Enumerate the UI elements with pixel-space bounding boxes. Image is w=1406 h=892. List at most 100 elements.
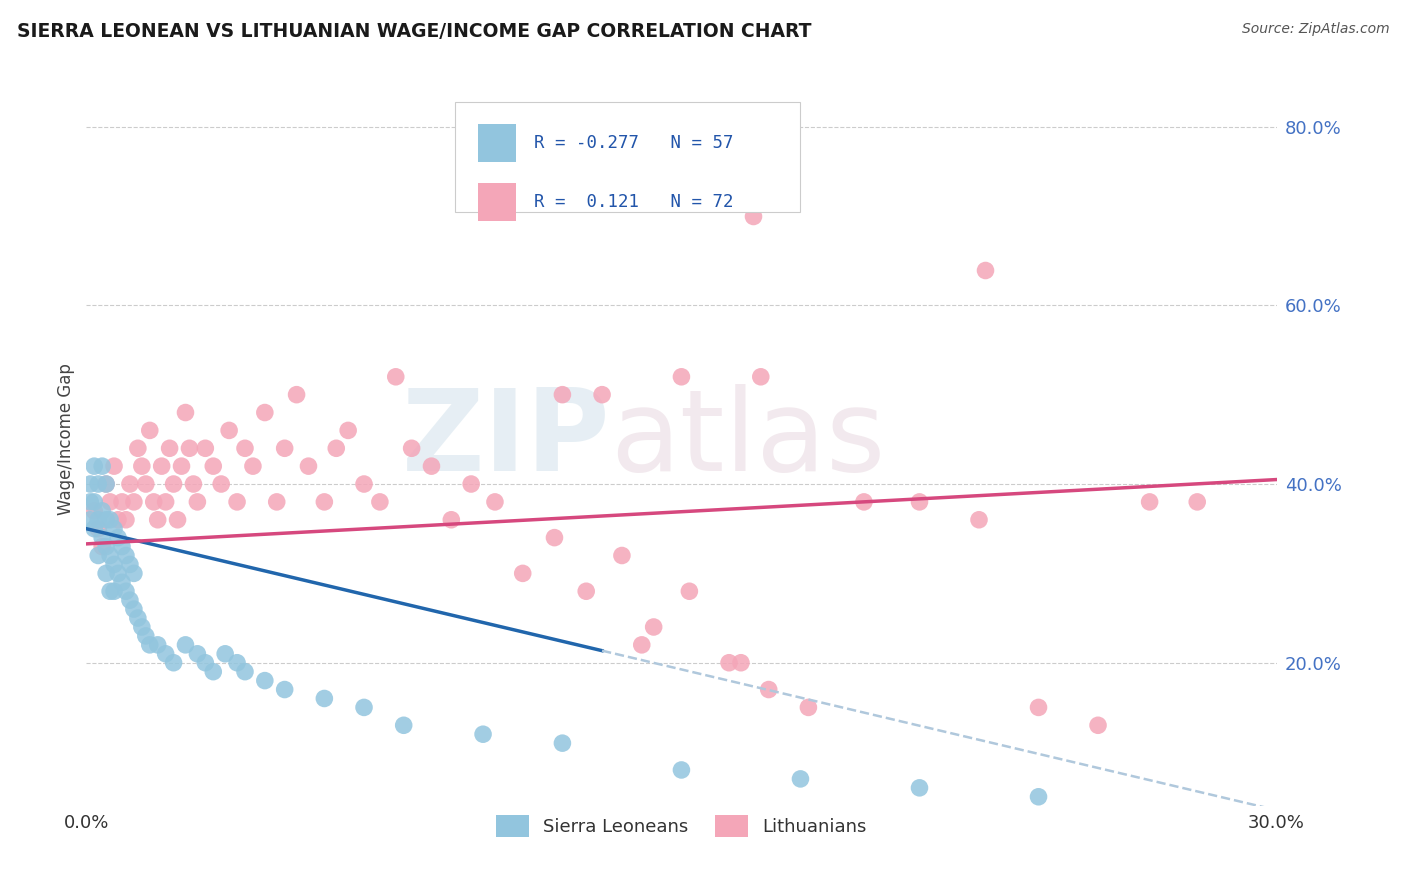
- Text: R = -0.277   N = 57: R = -0.277 N = 57: [534, 135, 734, 153]
- Point: [392, 718, 415, 732]
- Point: [183, 477, 205, 491]
- Point: [226, 495, 249, 509]
- Point: [671, 763, 693, 777]
- Point: [242, 459, 264, 474]
- Point: [610, 549, 633, 563]
- Point: [643, 620, 665, 634]
- Point: [118, 477, 141, 491]
- Point: [155, 647, 177, 661]
- Point: [202, 665, 225, 679]
- Point: [139, 424, 162, 438]
- Point: [111, 575, 134, 590]
- FancyBboxPatch shape: [456, 103, 800, 212]
- Point: [1087, 718, 1109, 732]
- Point: [512, 566, 534, 581]
- Point: [214, 647, 236, 661]
- Point: [551, 387, 574, 401]
- Point: [91, 531, 114, 545]
- Point: [337, 424, 360, 438]
- Point: [87, 549, 110, 563]
- Point: [79, 477, 101, 491]
- Point: [111, 540, 134, 554]
- Point: [551, 736, 574, 750]
- Point: [202, 459, 225, 474]
- Point: [253, 673, 276, 688]
- FancyBboxPatch shape: [478, 183, 516, 221]
- Point: [91, 504, 114, 518]
- Point: [226, 656, 249, 670]
- Point: [266, 495, 288, 509]
- Point: [179, 442, 201, 456]
- Point: [83, 495, 105, 509]
- Point: [122, 602, 145, 616]
- Point: [79, 495, 101, 509]
- Point: [401, 442, 423, 456]
- Point: [974, 262, 997, 277]
- Point: [94, 566, 117, 581]
- Point: [122, 495, 145, 509]
- Point: [678, 584, 700, 599]
- Text: ZIP: ZIP: [402, 384, 610, 495]
- Point: [749, 369, 772, 384]
- Point: [115, 513, 138, 527]
- Point: [94, 513, 117, 527]
- Point: [1187, 495, 1209, 509]
- Point: [543, 531, 565, 545]
- Point: [758, 682, 780, 697]
- Point: [353, 477, 375, 491]
- Text: atlas: atlas: [610, 384, 886, 495]
- Point: [630, 638, 652, 652]
- Point: [91, 459, 114, 474]
- Point: [718, 656, 741, 670]
- Point: [79, 513, 101, 527]
- Point: [83, 459, 105, 474]
- Point: [741, 209, 763, 223]
- FancyBboxPatch shape: [478, 124, 516, 162]
- Point: [135, 629, 157, 643]
- Point: [103, 459, 125, 474]
- Point: [314, 691, 336, 706]
- Point: [162, 656, 184, 670]
- Point: [285, 387, 308, 401]
- Point: [103, 558, 125, 572]
- Point: [384, 369, 406, 384]
- Point: [94, 477, 117, 491]
- Point: [186, 495, 208, 509]
- Point: [118, 558, 141, 572]
- Point: [233, 665, 256, 679]
- Point: [325, 442, 347, 456]
- Point: [1028, 700, 1050, 714]
- Point: [1139, 495, 1161, 509]
- Point: [575, 584, 598, 599]
- Point: [94, 477, 117, 491]
- Point: [730, 656, 752, 670]
- Point: [353, 700, 375, 714]
- Point: [194, 442, 217, 456]
- Point: [472, 727, 495, 741]
- Point: [83, 522, 105, 536]
- Point: [98, 549, 121, 563]
- Point: [87, 513, 110, 527]
- Point: [94, 540, 117, 554]
- Point: [174, 405, 197, 419]
- Point: [155, 495, 177, 509]
- Point: [166, 513, 188, 527]
- Point: [142, 495, 165, 509]
- Point: [135, 477, 157, 491]
- Point: [131, 459, 153, 474]
- Point: [797, 700, 820, 714]
- Point: [127, 611, 149, 625]
- Point: [118, 593, 141, 607]
- Point: [967, 513, 990, 527]
- Text: Source: ZipAtlas.com: Source: ZipAtlas.com: [1241, 22, 1389, 37]
- Point: [150, 459, 173, 474]
- Point: [852, 495, 875, 509]
- Point: [908, 495, 931, 509]
- Point: [591, 387, 613, 401]
- Point: [159, 442, 181, 456]
- Point: [218, 424, 240, 438]
- Point: [253, 405, 276, 419]
- Point: [103, 584, 125, 599]
- Point: [420, 459, 443, 474]
- Point: [115, 549, 138, 563]
